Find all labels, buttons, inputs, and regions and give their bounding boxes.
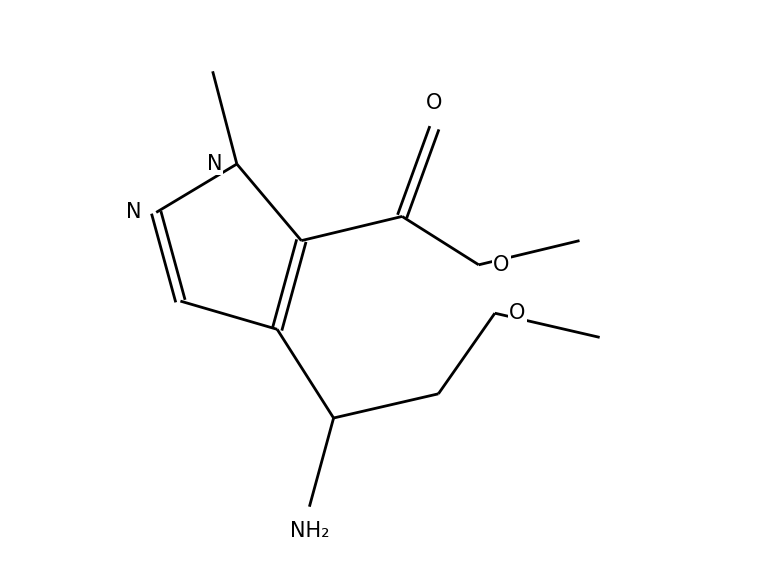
Text: NH₂: NH₂ bbox=[290, 521, 329, 541]
Text: N: N bbox=[207, 154, 222, 174]
Text: N: N bbox=[126, 202, 142, 223]
Text: O: O bbox=[426, 93, 442, 113]
Text: O: O bbox=[493, 255, 510, 275]
Text: O: O bbox=[510, 303, 526, 323]
